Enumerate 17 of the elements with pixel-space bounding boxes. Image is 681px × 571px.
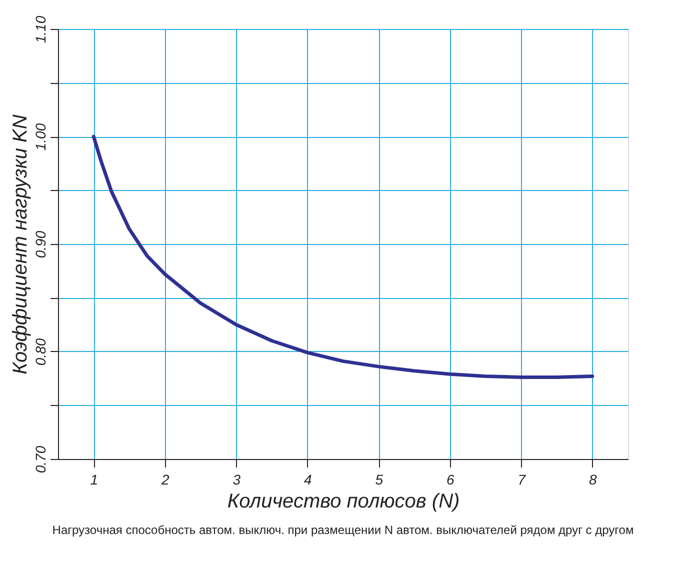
y-tick-label: 0.70 [32,446,48,474]
y-tick-label: 0.80 [32,338,48,366]
x-tick-label: 4 [304,472,312,488]
y-axis-title: Коэффициент нагрузки KN [10,114,32,374]
y-tick-label: 1.00 [32,123,48,151]
y-tick-label: 1.10 [32,16,48,44]
text: Нагрузочная способность автом. выключ. при размещении N автом. выключателей рядом друг с другом [52,523,634,537]
x-tick-label: 2 [160,472,170,488]
x-tick-label: 7 [518,472,527,488]
x-tick-label: 6 [446,472,454,488]
line-series [92,134,594,380]
x-tick-label: 1 [90,472,98,488]
y-tick-label: 0.90 [32,230,48,258]
x-tick-label: 5 [375,472,384,488]
x-tick-label: 3 [232,472,241,488]
x-axis-title: Количество полюсов (N) [227,490,460,512]
x-tick-label: 8 [588,472,597,488]
